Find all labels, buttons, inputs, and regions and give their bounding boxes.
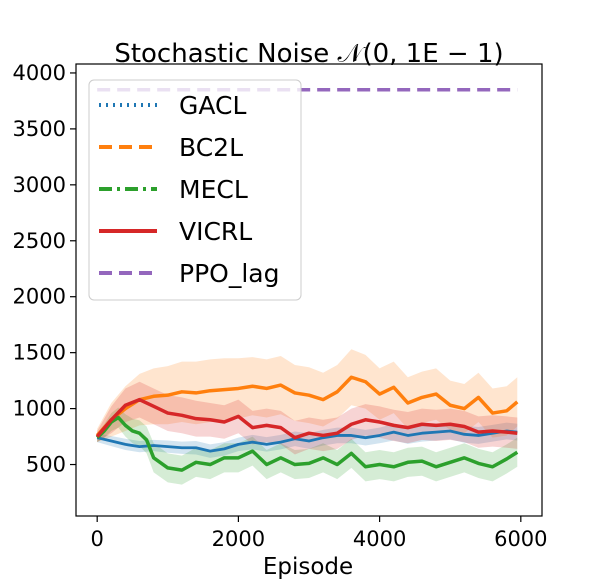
- y-tick-label: 1500: [13, 341, 66, 365]
- mecl-line: [95, 415, 519, 472]
- y-tick-label: 3000: [13, 173, 66, 197]
- x-axis-label: Episode: [263, 554, 353, 580]
- x-tick-label: 6000: [494, 527, 547, 551]
- x-tick-label: 2000: [212, 527, 265, 551]
- y-tick-label: 3500: [13, 117, 66, 141]
- legend: GACL BC2L MECL VICRL PPO_lag: [88, 79, 302, 301]
- y-tick-label: 500: [26, 453, 66, 477]
- legend-label-ppo-lag: PPO_lag: [179, 259, 279, 288]
- legend-frame: [88, 79, 302, 301]
- mecl-band: [97, 407, 518, 485]
- y-tick-label: 4000: [13, 61, 66, 85]
- x-axis: 0 2000 4000 6000: [90, 516, 548, 551]
- y-tick-label: 2500: [13, 229, 66, 253]
- gacl-line: [96, 429, 518, 453]
- plot-frame: [75, 63, 543, 517]
- y-tick-label: 1000: [13, 397, 66, 421]
- bc2l-line: [95, 375, 519, 437]
- vicrl-line: [95, 397, 518, 440]
- x-tick-label: 0: [90, 527, 103, 551]
- y-tick-label: 2000: [13, 285, 66, 309]
- legend-label-mecl: MECL: [179, 175, 248, 204]
- legend-label-bc2l: BC2L: [179, 133, 243, 162]
- legend-label-gacl: GACL: [179, 91, 246, 120]
- y-axis: 500 1000 1500 2000 2500 3000 3500 4000: [13, 61, 76, 477]
- vicrl-band: [97, 381, 518, 455]
- x-tick-label: 4000: [353, 527, 406, 551]
- legend-label-vicrl: VICRL: [179, 217, 252, 246]
